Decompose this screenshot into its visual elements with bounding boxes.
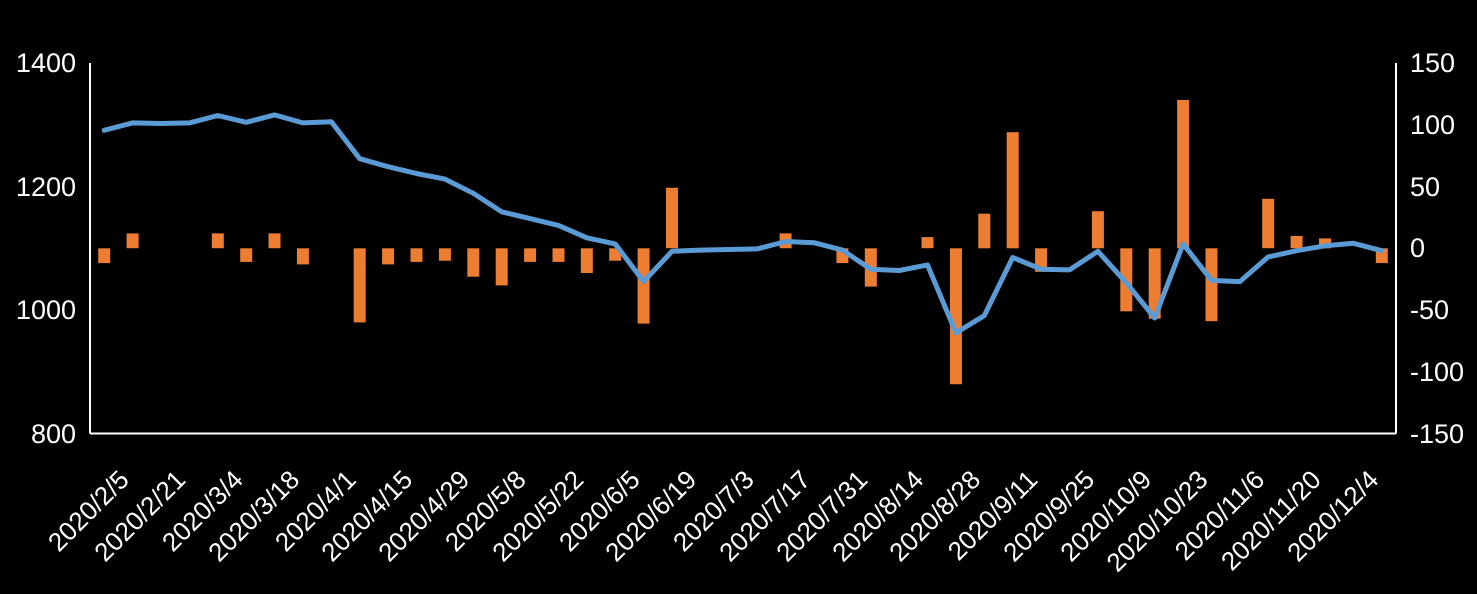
bar-weekly-change [1148,248,1161,319]
bar-weekly-change [1177,100,1190,249]
bar-weekly-change [637,248,650,324]
left-axis-tick-label: 800 [30,418,76,449]
bar-weekly-change [382,248,395,265]
bar-weekly-change [978,213,991,249]
bar-weekly-change [98,248,111,264]
bar-weekly-change [666,187,678,249]
bar-weekly-change [410,248,423,262]
bar-weekly-change [353,248,366,323]
bar-weekly-change [524,248,537,262]
bar-weekly-change [1006,132,1019,249]
right-axis-tick-label: 50 [1410,171,1441,202]
bar-weekly-change [580,248,593,273]
right-axis-tick-label: -150 [1410,418,1465,449]
bar-weekly-change [438,248,451,261]
bar-weekly-change [1262,198,1275,249]
right-axis-tick-label: 0 [1410,233,1426,264]
left-axis-tick-label: 1000 [15,295,76,325]
right-axis-tick-label: -50 [1410,295,1450,325]
bar-weekly-change [552,248,565,262]
bar-weekly-change [268,233,281,249]
left-axis-tick-label: 1400 [15,48,76,78]
bar-weekly-change [921,237,934,249]
bar-weekly-change [126,233,139,249]
bar-weekly-change [1205,248,1218,322]
bar-weekly-change [1091,211,1104,249]
right-axis-tick-label: 100 [1410,109,1456,140]
bar-weekly-change [296,248,309,265]
bar-weekly-change [1290,235,1303,249]
left-axis-tick-label: 1200 [15,171,76,202]
bar-weekly-change [495,248,508,286]
bar-weekly-change [467,248,480,277]
right-axis-tick-label: 150 [1410,48,1456,78]
bar-weekly-change [211,233,224,249]
line-price-level [101,112,1385,336]
bar-weekly-change [240,248,253,262]
bar-weekly-change [949,248,962,385]
right-axis-tick-label: -100 [1410,356,1465,387]
